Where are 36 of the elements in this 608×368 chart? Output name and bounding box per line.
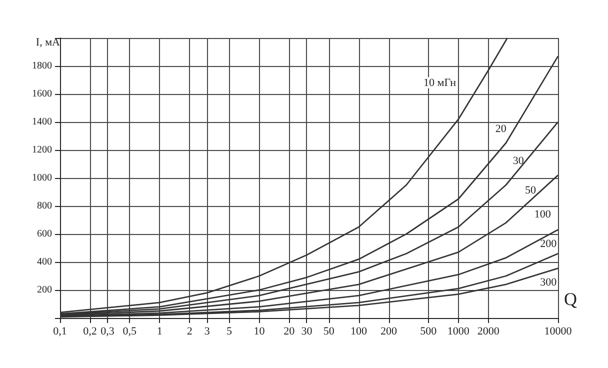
annotation: 200 [540,238,558,250]
x-tick-label: 2000 [477,326,500,338]
x-tick-label: 200 [380,326,398,338]
x-tick-label: 10000 [544,326,572,338]
y-tick-label: 1400 [32,116,52,128]
x-tick-label: 1 [156,326,162,338]
y-axis-title: I, мА [36,36,60,48]
y-tick-label: 400 [37,256,52,268]
y-tick-label: 1200 [32,144,52,156]
annotation: 300 [540,276,558,288]
x-tick-label: 10 [254,326,266,338]
annotation: 100 [534,208,552,220]
x-tick-label: 3 [204,326,210,338]
x-tick-label: 100 [350,326,368,338]
x-tick-label: 0,5 [122,326,137,338]
x-tick-label: 2 [186,326,192,338]
x-tick-label: 0,1 [53,326,67,338]
x-tick-label: 5 [226,326,232,338]
x-tick-label: 20 [284,326,296,338]
x-axis-title: Q [564,289,577,309]
x-tick-label: 30 [301,326,313,338]
annotation: 50 [525,184,537,197]
y-tick-label: 1600 [32,88,52,100]
y-tick-label: 800 [37,200,52,212]
x-tick-label: 500 [420,326,438,338]
annotation: 10 мГн [423,76,456,89]
x-tick-label: 1000 [447,326,470,338]
y-tick-label: 1000 [32,172,52,184]
y-tick-label: 1800 [32,60,52,72]
x-tick-label: 0,2 [83,326,97,338]
y-tick-label: 200 [37,284,52,296]
x-tick-label: 0,3 [100,326,115,338]
y-tick-label: 600 [37,228,52,240]
annotation: 30 [512,155,524,168]
annotation: 20 [495,123,507,135]
x-tick-label: 50 [323,326,335,338]
